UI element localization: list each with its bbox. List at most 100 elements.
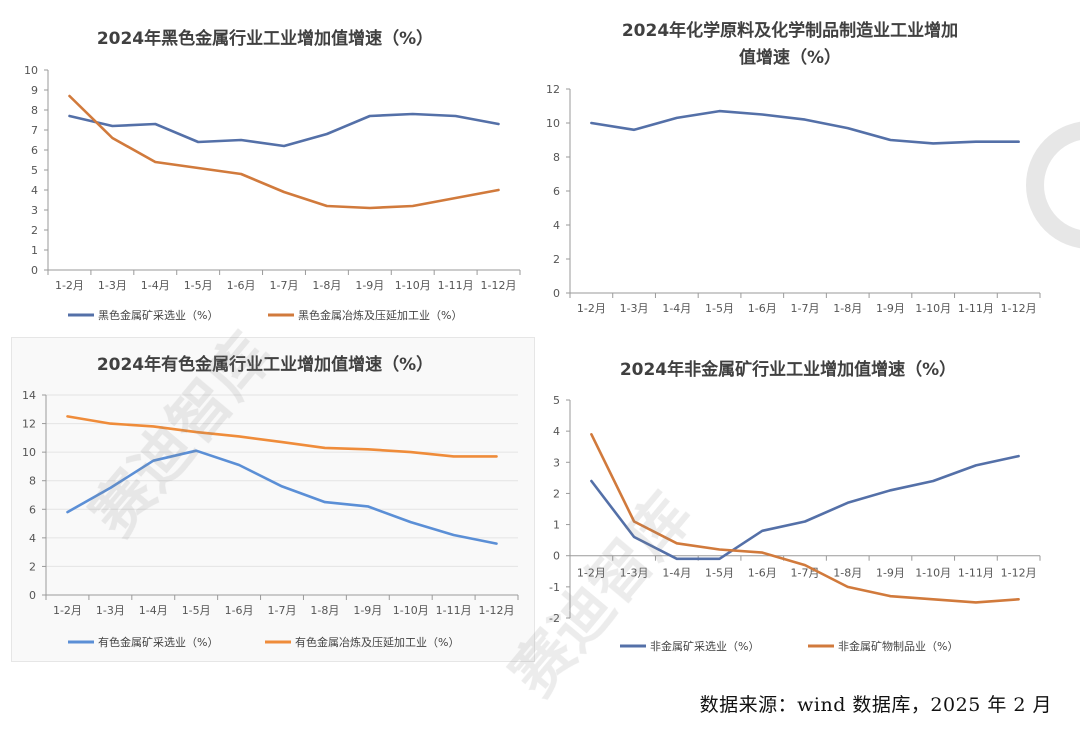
y-tick-label: 2 bbox=[29, 560, 36, 573]
x-tick-label: 1-7月 bbox=[791, 567, 820, 580]
y-tick-label: 9 bbox=[31, 84, 38, 97]
y-tick-label: 2 bbox=[31, 224, 38, 237]
x-tick-label: 1-8月 bbox=[833, 567, 862, 580]
legend-label: 黑色金属矿采选业（%） bbox=[98, 308, 218, 322]
x-tick-label: 1-5月 bbox=[705, 302, 734, 315]
x-tick-label: 1-5月 bbox=[705, 567, 734, 580]
x-tick-label: 1-9月 bbox=[876, 302, 905, 315]
y-tick-label: 3 bbox=[553, 456, 560, 469]
x-tick-label: 1-6月 bbox=[227, 279, 256, 292]
y-tick-label: 12 bbox=[546, 83, 560, 96]
y-tick-label: 1 bbox=[31, 244, 38, 257]
x-tick-label: 1-4月 bbox=[662, 567, 691, 580]
x-tick-label: 1-2月 bbox=[53, 604, 82, 617]
y-tick-label: 10 bbox=[22, 446, 36, 459]
legend-label: 有色金属冶炼及压延加工业（%） bbox=[295, 635, 459, 649]
nonferrous-chart-frame bbox=[11, 337, 535, 662]
x-tick-label: 1-10月 bbox=[915, 302, 951, 315]
y-tick-label: 14 bbox=[22, 389, 36, 402]
source-note: 数据来源：wind 数据库，2025 年 2 月 bbox=[699, 694, 1052, 716]
x-tick-label: 1-11月 bbox=[438, 279, 474, 292]
legend-label: 非金属矿采选业（%） bbox=[650, 639, 759, 653]
y-tick-label: 10 bbox=[546, 117, 560, 130]
chart-title-line: 2024年化学原料及化学制品制造业工业增加 bbox=[622, 20, 958, 41]
x-tick-label: 1-11月 bbox=[958, 567, 994, 580]
x-tick-label: 1-11月 bbox=[436, 604, 472, 617]
y-tick-label: -2 bbox=[549, 612, 560, 625]
series-line-1 bbox=[68, 94, 500, 210]
series-line-0 bbox=[66, 449, 498, 545]
x-tick-label: 1-2月 bbox=[577, 567, 606, 580]
y-tick-label: 4 bbox=[553, 219, 560, 232]
x-tick-label: 1-2月 bbox=[55, 279, 84, 292]
y-tick-label: -1 bbox=[549, 581, 560, 594]
x-tick-label: 1-10月 bbox=[395, 279, 431, 292]
x-tick-label: 1-5月 bbox=[184, 279, 213, 292]
nonmetallic-chart: 2024年非金属矿行业工业增加值增速（%） -2 -1 0 1 2 3 4 5 1-2月 1-3月 1… bbox=[549, 359, 1041, 653]
x-tick-label: 1-3月 bbox=[620, 302, 649, 315]
y-tick-label: 8 bbox=[29, 475, 36, 488]
series-line-0 bbox=[68, 112, 500, 148]
x-tick-label: 1-8月 bbox=[312, 279, 341, 292]
x-tick-label: 1-10月 bbox=[915, 567, 951, 580]
y-tick-label: 2 bbox=[553, 487, 560, 500]
y-tick-label: 4 bbox=[29, 532, 36, 545]
x-tick-label: 1-9月 bbox=[355, 279, 384, 292]
y-tick-label: 0 bbox=[553, 550, 560, 563]
y-tick-label: 4 bbox=[553, 425, 560, 438]
y-tick-label: 0 bbox=[553, 287, 560, 300]
y-tick-label: 5 bbox=[553, 394, 560, 407]
nonferrous-chart: 2024年有色金属行业工业增加值增速（%） 0 2 4 6 8 10 12 14 1-2月 1-3月… bbox=[22, 354, 519, 649]
x-tick-label: 1-7月 bbox=[270, 279, 299, 292]
y-tick-label: 8 bbox=[553, 151, 560, 164]
x-tick-label: 1-6月 bbox=[225, 604, 254, 617]
x-tick-label: 1-9月 bbox=[876, 567, 905, 580]
y-tick-label: 6 bbox=[29, 503, 36, 516]
series-line-1 bbox=[66, 415, 498, 458]
x-tick-label: 1-12月 bbox=[479, 604, 515, 617]
chart-title: 2024年黑色金属行业工业增加值增速（%） bbox=[97, 28, 433, 49]
y-tick-label: 1 bbox=[553, 519, 560, 532]
y-tick-label: 6 bbox=[553, 185, 560, 198]
x-tick-label: 1-3月 bbox=[620, 567, 649, 580]
y-tick-label: 5 bbox=[31, 164, 38, 177]
y-tick-label: 2 bbox=[553, 253, 560, 266]
x-tick-label: 1-8月 bbox=[833, 302, 862, 315]
y-tick-label: 12 bbox=[22, 418, 36, 431]
legend-label: 有色金属矿采选业（%） bbox=[98, 635, 218, 649]
legend-label: 非金属矿物制品业（%） bbox=[838, 639, 958, 653]
x-tick-label: 1-10月 bbox=[393, 604, 429, 617]
black-metal-chart: 2024年黑色金属行业工业增加值增速（%） 0 1 2 3 4 5 6 7 8 9 10 1-2月 1-3… bbox=[24, 28, 521, 322]
y-tick-label: 0 bbox=[31, 264, 38, 277]
x-tick-label: 1-4月 bbox=[662, 302, 691, 315]
y-tick-label: 6 bbox=[31, 144, 38, 157]
y-tick-label: 3 bbox=[31, 204, 38, 217]
x-tick-label: 1-9月 bbox=[353, 604, 382, 617]
x-tick-label: 1-7月 bbox=[791, 302, 820, 315]
x-tick-label: 1-3月 bbox=[96, 604, 125, 617]
chart-title: 2024年有色金属行业工业增加值增速（%） bbox=[97, 354, 433, 375]
x-tick-label: 1-5月 bbox=[182, 604, 211, 617]
series-line-0 bbox=[590, 109, 1020, 145]
x-tick-label: 1-8月 bbox=[310, 604, 339, 617]
x-tick-label: 1-2月 bbox=[577, 302, 606, 315]
series-line-0 bbox=[590, 454, 1020, 561]
y-tick-label: 8 bbox=[31, 104, 38, 117]
x-tick-label: 1-12月 bbox=[1001, 567, 1037, 580]
y-tick-label: 4 bbox=[31, 184, 38, 197]
chart-title-line: 值增速（%） bbox=[739, 47, 841, 68]
x-tick-label: 1-3月 bbox=[98, 279, 127, 292]
x-tick-label: 1-12月 bbox=[481, 279, 517, 292]
x-tick-label: 1-12月 bbox=[1001, 302, 1037, 315]
chart-title: 2024年非金属矿行业工业增加值增速（%） bbox=[620, 359, 956, 380]
x-tick-label: 1-7月 bbox=[268, 604, 297, 617]
y-tick-label: 0 bbox=[29, 589, 36, 602]
y-tick-label: 10 bbox=[24, 64, 38, 77]
y-tick-label: 7 bbox=[31, 124, 38, 137]
series-line-1 bbox=[590, 433, 1020, 604]
x-tick-label: 1-4月 bbox=[139, 604, 168, 617]
x-tick-label: 1-6月 bbox=[748, 567, 777, 580]
x-tick-label: 1-11月 bbox=[958, 302, 994, 315]
x-tick-label: 1-4月 bbox=[141, 279, 170, 292]
